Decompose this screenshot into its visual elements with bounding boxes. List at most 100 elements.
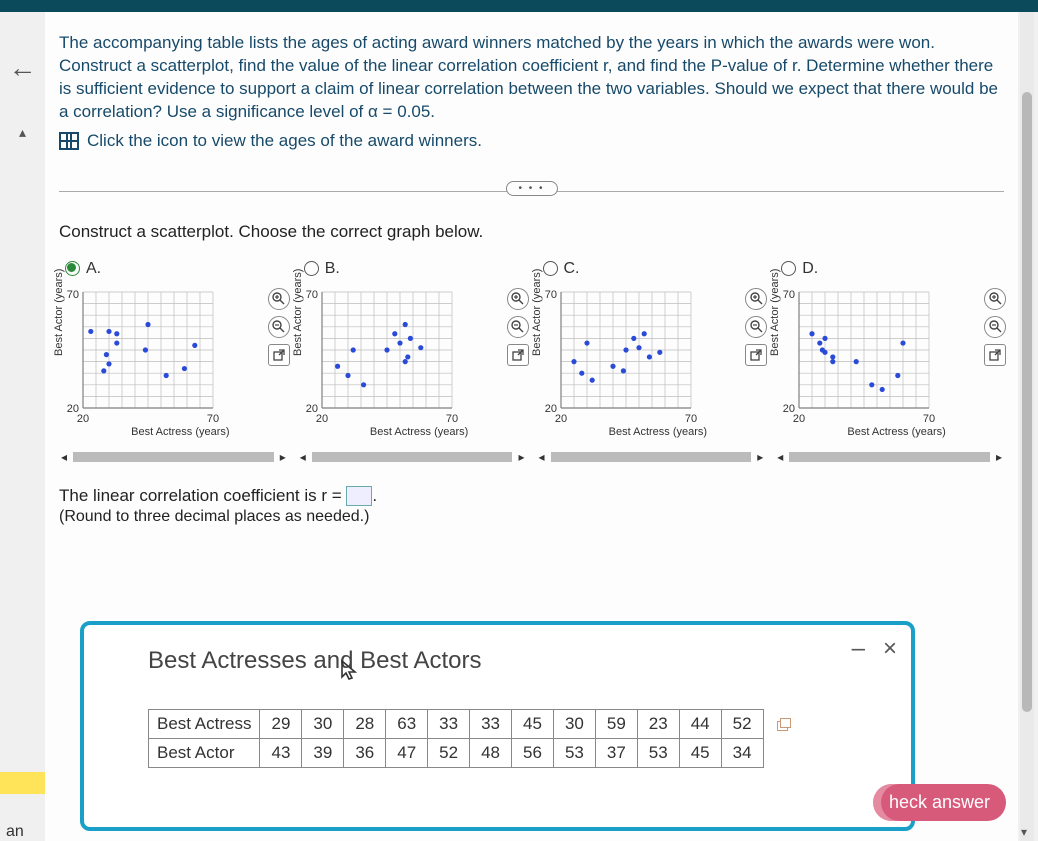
table-row: Best Actor433936475248565337534534 bbox=[149, 739, 803, 768]
data-cell: 48 bbox=[470, 739, 512, 768]
left-label-fragment: an bbox=[6, 823, 24, 841]
svg-text:70: 70 bbox=[684, 413, 696, 425]
scatterplot: 70 20 20 70 bbox=[537, 286, 697, 426]
option-b: B. Best Actor (years) 70 20 20 70 Best A… bbox=[298, 254, 527, 464]
scatterplot: 70 20 20 70 bbox=[59, 286, 219, 426]
data-cell: 52 bbox=[428, 739, 470, 768]
option-c-radio[interactable] bbox=[543, 261, 558, 276]
data-cell: 33 bbox=[428, 710, 470, 739]
options-row: A. Best Actor (years) 70 20 20 70 Best A… bbox=[59, 254, 1004, 464]
zoom-in-icon[interactable] bbox=[745, 288, 767, 310]
collapse-icon[interactable]: ▴ bbox=[0, 124, 45, 141]
data-cell: 37 bbox=[595, 739, 637, 768]
answer-suffix: . bbox=[372, 486, 377, 505]
check-answer-button[interactable]: heck answer bbox=[873, 784, 1006, 821]
svg-text:70: 70 bbox=[544, 289, 556, 301]
data-cell: 63 bbox=[386, 710, 428, 739]
scroll-right-icon[interactable]: ▸ bbox=[278, 450, 288, 464]
popup-close-button[interactable]: × bbox=[883, 635, 897, 663]
popup-title: Best Actresses and Best Actors bbox=[148, 647, 889, 675]
top-bar bbox=[0, 0, 1038, 12]
svg-text:70: 70 bbox=[67, 289, 79, 301]
zoom-out-icon[interactable] bbox=[507, 316, 529, 338]
popout-icon[interactable] bbox=[984, 344, 1006, 366]
row-header: Best Actress bbox=[149, 710, 260, 739]
svg-text:70: 70 bbox=[923, 413, 935, 425]
popout-icon[interactable] bbox=[745, 344, 767, 366]
data-cell: 43 bbox=[260, 739, 302, 768]
option-a-label: A. bbox=[86, 260, 101, 278]
chart-block: Best Actor (years) 70 20 20 70 Best Actr… bbox=[775, 286, 1004, 438]
x-axis-label: Best Actress (years) bbox=[73, 426, 288, 438]
data-cell: 30 bbox=[302, 710, 344, 739]
option-d-radio[interactable] bbox=[781, 261, 796, 276]
scroll-left-icon[interactable]: ◂ bbox=[537, 450, 547, 464]
data-cell: 53 bbox=[553, 739, 595, 768]
option-a: A. Best Actor (years) 70 20 20 70 Best A… bbox=[59, 254, 288, 464]
popup-minimize-button[interactable]: – bbox=[852, 635, 865, 663]
zoom-in-icon[interactable] bbox=[507, 288, 529, 310]
svg-text:20: 20 bbox=[793, 413, 805, 425]
copy-cell[interactable] bbox=[763, 710, 802, 739]
data-popup: – × Best Actresses and Best Actors Best … bbox=[80, 621, 915, 831]
data-cell: 23 bbox=[637, 710, 679, 739]
scroll-right-icon[interactable]: ▸ bbox=[755, 450, 765, 464]
scroll-left-icon[interactable]: ◂ bbox=[298, 450, 308, 464]
data-cell: 29 bbox=[260, 710, 302, 739]
svg-text:20: 20 bbox=[77, 413, 89, 425]
zoom-in-icon[interactable] bbox=[984, 288, 1006, 310]
y-axis-label: Best Actor (years) bbox=[531, 268, 543, 355]
row-header: Best Actor bbox=[149, 739, 260, 768]
y-axis-label: Best Actor (years) bbox=[53, 268, 65, 355]
data-cell: 53 bbox=[637, 739, 679, 768]
scrollbar-thumb[interactable] bbox=[1022, 92, 1032, 712]
data-cell: 47 bbox=[386, 739, 428, 768]
scroll-track[interactable] bbox=[789, 452, 990, 462]
view-data-table-icon[interactable] bbox=[59, 132, 79, 150]
chart-hscroll[interactable]: ◂ ▸ bbox=[298, 450, 527, 464]
option-c: C. Best Actor (years) 70 20 20 70 Best A… bbox=[537, 254, 766, 464]
zoom-out-icon[interactable] bbox=[745, 316, 767, 338]
option-d-label: D. bbox=[802, 260, 818, 278]
main-panel: The accompanying table lists the ages of… bbox=[45, 12, 1018, 841]
scroll-right-icon[interactable]: ▸ bbox=[516, 450, 526, 464]
scroll-track[interactable] bbox=[73, 452, 274, 462]
option-a-radio[interactable] bbox=[65, 261, 80, 276]
left-column: ← ▴ an bbox=[0, 12, 45, 841]
option-b-radio[interactable] bbox=[304, 261, 319, 276]
scroll-left-icon[interactable]: ◂ bbox=[59, 450, 69, 464]
answer-input[interactable] bbox=[346, 486, 372, 506]
data-cell: 34 bbox=[721, 739, 763, 768]
zoom-in-icon[interactable] bbox=[268, 288, 290, 310]
popout-icon[interactable] bbox=[268, 344, 290, 366]
chart-hscroll[interactable]: ◂ ▸ bbox=[537, 450, 766, 464]
scroll-right-icon[interactable]: ▸ bbox=[994, 450, 1004, 464]
scroll-track[interactable] bbox=[312, 452, 513, 462]
table-row: Best Actress293028633333453059234452 bbox=[149, 710, 803, 739]
data-cell: 52 bbox=[721, 710, 763, 739]
back-icon[interactable]: ← bbox=[0, 52, 45, 84]
answer-line: The linear correlation coefficient is r … bbox=[59, 486, 1004, 507]
chart-block: Best Actor (years) 70 20 20 70 Best Actr… bbox=[59, 286, 288, 438]
scrollbar-down-icon[interactable]: ▾ bbox=[1021, 825, 1027, 839]
scroll-track[interactable] bbox=[551, 452, 752, 462]
y-axis-label: Best Actor (years) bbox=[292, 268, 304, 355]
expand-pill[interactable]: • • • bbox=[505, 181, 557, 196]
chart-hscroll[interactable]: ◂ ▸ bbox=[775, 450, 1004, 464]
scroll-left-icon[interactable]: ◂ bbox=[775, 450, 785, 464]
data-cell: 59 bbox=[595, 710, 637, 739]
view-data-link[interactable]: Click the icon to view the ages of the a… bbox=[87, 130, 482, 153]
chart-block: Best Actor (years) 70 20 20 70 Best Actr… bbox=[298, 286, 527, 438]
data-cell: 44 bbox=[679, 710, 721, 739]
data-cell: 36 bbox=[344, 739, 386, 768]
vertical-scrollbar[interactable]: ▾ bbox=[1020, 12, 1034, 841]
copy-icon[interactable] bbox=[777, 719, 791, 731]
chart-hscroll[interactable]: ◂ ▸ bbox=[59, 450, 288, 464]
answer-hint: (Round to three decimal places as needed… bbox=[59, 508, 1004, 526]
popout-icon[interactable] bbox=[507, 344, 529, 366]
zoom-out-icon[interactable] bbox=[984, 316, 1006, 338]
zoom-out-icon[interactable] bbox=[268, 316, 290, 338]
problem-text: The accompanying table lists the ages of… bbox=[59, 32, 1004, 124]
option-b-label: B. bbox=[325, 260, 340, 278]
highlight-marker bbox=[0, 772, 45, 794]
